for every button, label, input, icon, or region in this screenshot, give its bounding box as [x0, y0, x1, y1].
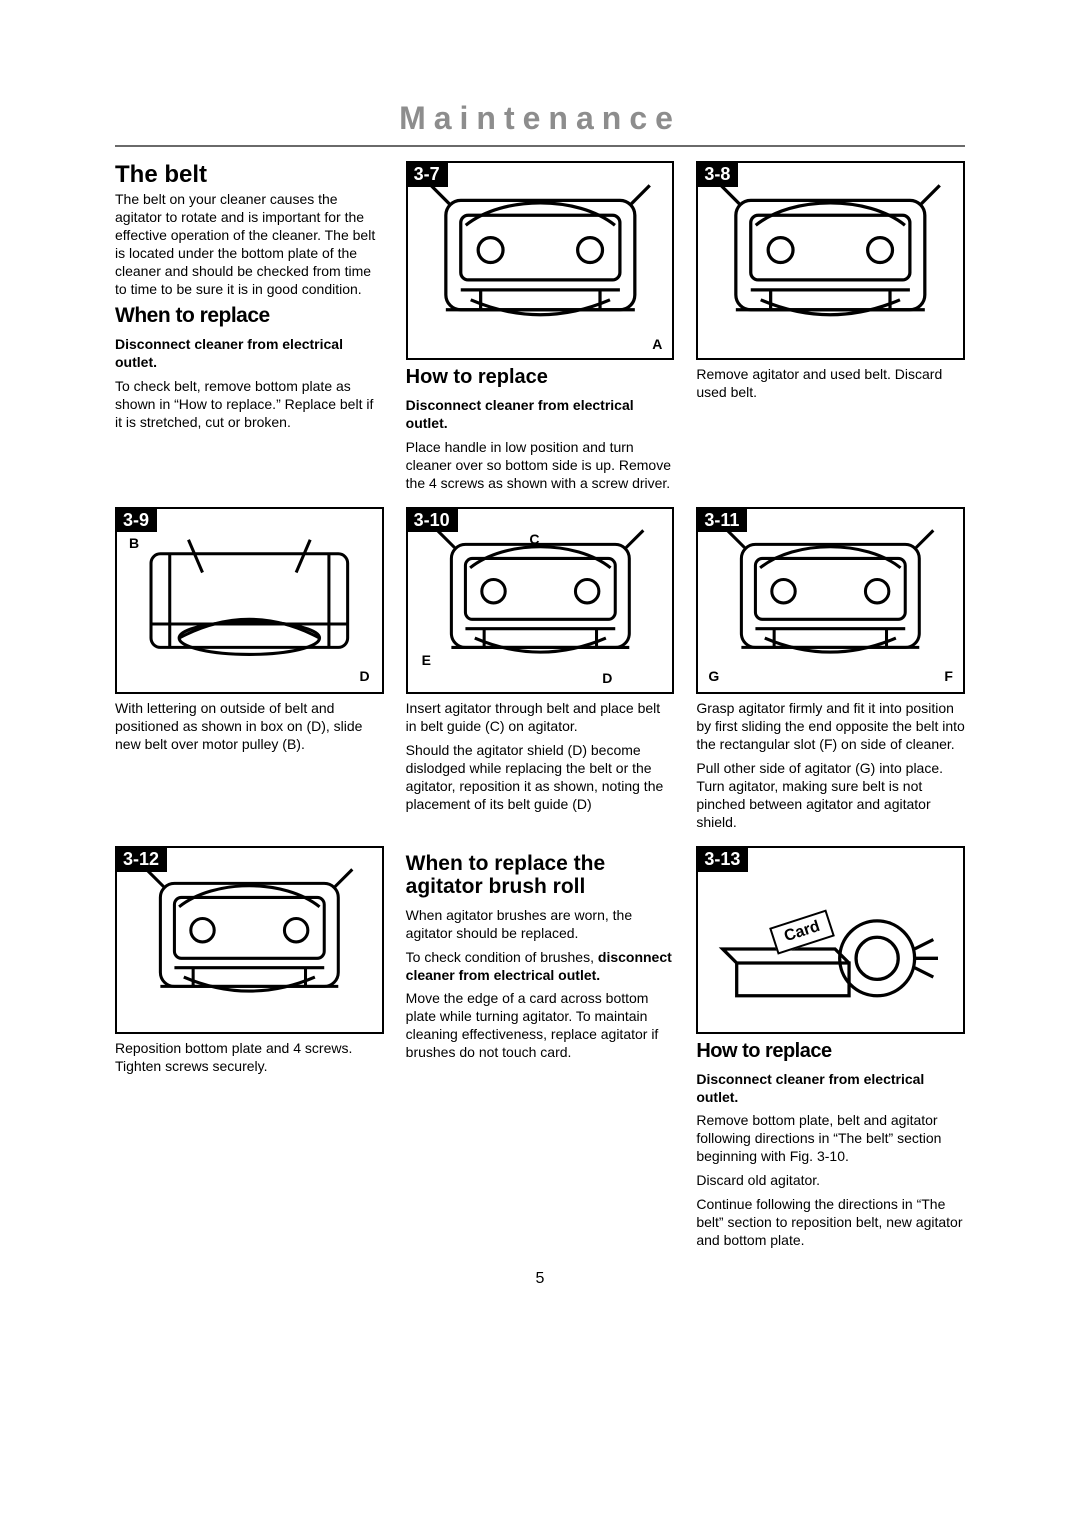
figure-3-9-letter-b: B — [129, 535, 139, 551]
figure-3-11: 3-11 G F — [696, 507, 965, 695]
fig-3-8-block: 3-8 Remove agitator and used belt. Disca… — [696, 161, 965, 493]
fig-3-12-block: 3-12 Reposition bottom plate and 4 screw… — [115, 846, 384, 1250]
figure-3-11-drawing — [706, 521, 955, 685]
content-grid: The belt The belt on your cleaner causes… — [115, 161, 965, 1250]
figure-3-13-drawing — [706, 860, 955, 1024]
fig-3-10-caption-2: Should the agitator shield (D) become di… — [406, 742, 675, 814]
figure-3-9-letter-d: D — [360, 668, 370, 684]
fig-3-10-block: 3-10 C E D Insert agitator through belt … — [406, 507, 675, 832]
title-rule — [115, 145, 965, 147]
how-to-replace-2-warning: Disconnect cleaner from electrical outle… — [696, 1071, 965, 1107]
figure-3-9: 3-9 B D — [115, 507, 384, 695]
how-to-replace-2-p2: Discard old agitator. — [696, 1172, 965, 1190]
when-to-replace-heading: When to replace — [115, 304, 384, 328]
how-to-replace-2-p3: Continue following the directions in “Th… — [696, 1196, 965, 1250]
how-to-replace-2-heading: How to replace — [696, 1040, 965, 1063]
fig-3-11-block: 3-11 G F Grasp agitator firmly and fit i… — [696, 507, 965, 832]
figure-3-8: 3-8 — [696, 161, 965, 360]
fig-3-10-caption-1: Insert agitator through belt and place b… — [406, 700, 675, 736]
agitator-p1b-pre: To check condition of brushes, — [406, 949, 598, 965]
figure-3-7: 3-7 A — [406, 161, 675, 360]
figure-3-13: 3-13 Card — [696, 846, 965, 1034]
fig-3-12-caption: Reposition bottom plate and 4 screws. Ti… — [115, 1040, 384, 1076]
how-to-replace-2-p1: Remove bottom plate, belt and agitator f… — [696, 1112, 965, 1166]
agitator-section: When to replace the agitator brush roll … — [406, 846, 675, 1250]
page-title: Maintenance — [115, 100, 965, 137]
figure-3-8-drawing — [706, 175, 955, 350]
when-disconnect-warning: Disconnect cleaner from electrical outle… — [115, 336, 384, 372]
page-number: 5 — [115, 1270, 965, 1288]
fig-3-8-caption: Remove agitator and used belt. Discard u… — [696, 366, 965, 402]
figure-3-10-letter-e: E — [422, 652, 431, 668]
fig-3-9-caption: With lettering on outside of belt and po… — [115, 700, 384, 754]
how-body: Place handle in low position and turn cl… — [406, 439, 675, 493]
fig-3-7-block: 3-7 A How to replace Disconnect cleaner … — [406, 161, 675, 493]
figure-3-10-drawing — [416, 521, 665, 685]
fig-3-13-block: 3-13 Card How to replace Disconnect clea… — [696, 846, 965, 1250]
agitator-p1: When agitator brushes are worn, the agit… — [406, 907, 675, 943]
agitator-p1b: To check condition of brushes, disconnec… — [406, 949, 675, 985]
fig-3-11-caption-2: Pull other side of agitator (G) into pla… — [696, 760, 965, 832]
when-body: To check belt, remove bottom plate as sh… — [115, 378, 384, 432]
belt-body: The belt on your cleaner causes the agit… — [115, 191, 384, 298]
fig-3-11-caption-1: Grasp agitator firmly and fit it into po… — [696, 700, 965, 754]
belt-section: The belt The belt on your cleaner causes… — [115, 161, 384, 493]
figure-3-10: 3-10 C E D — [406, 507, 675, 695]
figure-3-11-letter-g: G — [708, 668, 719, 684]
figure-3-10-letter-c: C — [529, 531, 539, 547]
figure-3-9-drawing — [125, 521, 374, 685]
figure-3-12-drawing — [125, 860, 374, 1024]
agitator-heading: When to replace the agitator brush roll — [406, 852, 675, 899]
figure-3-10-letter-d: D — [602, 670, 612, 686]
figure-3-7-letter-a: A — [652, 336, 662, 352]
agitator-p2: Move the edge of a card across bottom pl… — [406, 990, 675, 1062]
how-disconnect-warning: Disconnect cleaner from electrical outle… — [406, 397, 675, 433]
fig-3-9-block: 3-9 B D With lettering on outside of bel… — [115, 507, 384, 832]
belt-heading: The belt — [115, 161, 384, 189]
figure-3-12: 3-12 — [115, 846, 384, 1034]
how-to-replace-heading: How to replace — [406, 366, 675, 389]
figure-3-11-letter-f: F — [944, 668, 953, 684]
figure-3-7-drawing — [416, 175, 665, 350]
